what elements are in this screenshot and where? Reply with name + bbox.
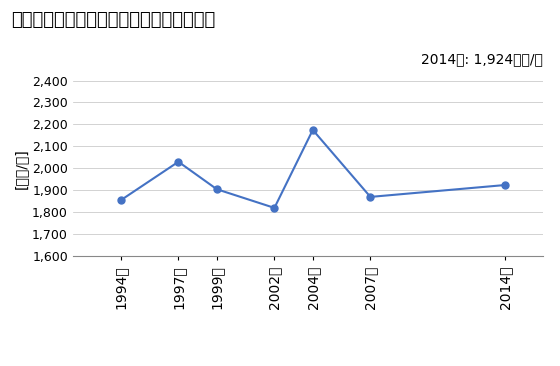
小売業の従業者一人当たり年間商品販売額 xyxy=(271,206,278,210)
Text: 小売業の従業者一人当たり年間商品販売額: 小売業の従業者一人当たり年間商品販売額 xyxy=(11,11,216,29)
小売業の従業者一人当たり年間商品販売額 xyxy=(501,183,508,187)
Y-axis label: [万円/人]: [万円/人] xyxy=(14,148,28,189)
小売業の従業者一人当たり年間商品販売額 xyxy=(118,198,124,202)
Text: 2014年: 1,924万円/人: 2014年: 1,924万円/人 xyxy=(421,52,543,67)
小売業の従業者一人当たり年間商品販売額 xyxy=(213,187,220,191)
小売業の従業者一人当たり年間商品販売額 xyxy=(367,195,374,199)
Line: 小売業の従業者一人当たり年間商品販売額: 小売業の従業者一人当たり年間商品販売額 xyxy=(118,127,508,211)
小売業の従業者一人当たり年間商品販売額 xyxy=(310,128,316,132)
Legend: 小売業の従業者一人当たり年間商品販売額: 小売業の従業者一人当たり年間商品販売額 xyxy=(202,360,414,366)
小売業の従業者一人当たり年間商品販売額 xyxy=(175,160,182,164)
